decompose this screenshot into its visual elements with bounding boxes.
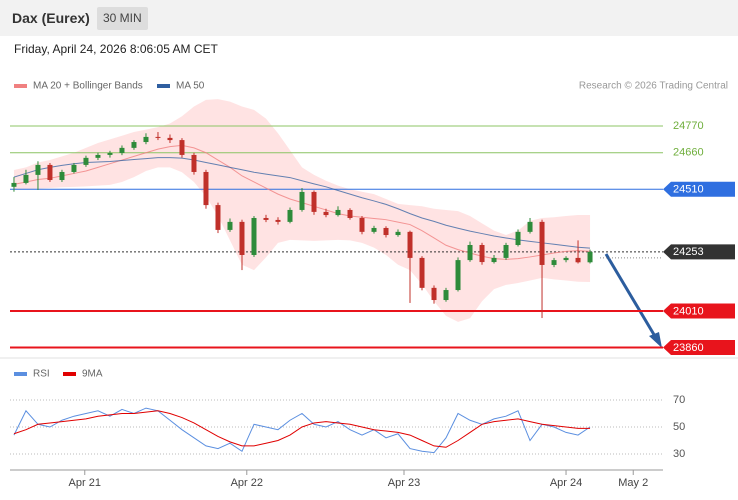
copyright: Research © 2026 Trading Central: [579, 81, 728, 92]
candle-body: [263, 217, 269, 220]
level-label: 24770: [673, 120, 704, 132]
forecast-arrowhead: [649, 332, 662, 348]
candle-body: [371, 227, 377, 232]
x-tick-label: Apr 23: [388, 477, 420, 489]
level-label: 24010: [673, 305, 704, 317]
x-tick-label: May 2: [618, 477, 648, 489]
candle-body: [143, 136, 149, 143]
candle-body: [443, 290, 449, 301]
candle-body: [95, 154, 101, 158]
x-tick-label: Apr 22: [231, 477, 263, 489]
legend-label: MA 20 + Bollinger Bands: [33, 81, 143, 92]
candle-body: [191, 154, 197, 172]
rsi-line: [13, 407, 591, 454]
candle-body: [107, 152, 113, 155]
level-label: 24253: [673, 246, 704, 258]
forecast-arrow: [604, 253, 658, 339]
candle-body: [299, 191, 305, 210]
candle-body: [515, 231, 521, 246]
legend-label: RSI: [33, 369, 50, 380]
candle-body: [215, 205, 221, 230]
candle-body: [287, 209, 293, 222]
instrument-title: Dax (Eurex): [12, 10, 90, 26]
y-tick-label: 50: [673, 421, 685, 433]
level-tag: [663, 181, 735, 197]
candle-body: [23, 174, 29, 183]
candle-body: [479, 245, 485, 263]
candle-body: [83, 157, 89, 165]
candle-body: [407, 231, 413, 258]
candle-body: [467, 245, 473, 261]
candle-body: [35, 164, 41, 175]
legend-label: 9MA: [82, 369, 103, 380]
rsi-line: [13, 410, 591, 448]
candle-body: [251, 217, 257, 255]
candle-body: [335, 209, 341, 216]
legend-swatch: [14, 84, 27, 88]
candle-body: [575, 257, 581, 263]
x-tick-label: Apr 24: [550, 477, 582, 489]
level-label: 23860: [673, 342, 704, 354]
candle-body: [11, 182, 17, 187]
level-label: 24510: [673, 184, 704, 196]
legend-label: MA 50: [176, 81, 205, 92]
candle-body: [119, 147, 125, 153]
level-tag: [663, 303, 735, 319]
candle-body: [347, 209, 353, 218]
candle-body: [503, 245, 509, 258]
x-tick-label: Apr 21: [69, 477, 101, 489]
level-tag: [663, 244, 735, 260]
level-label: 24660: [673, 147, 704, 159]
candle-body: [71, 164, 77, 172]
candle-body: [455, 260, 461, 291]
interval-badge[interactable]: 30 MIN: [97, 7, 148, 30]
ma-line: [13, 157, 591, 249]
level-tag: [663, 339, 735, 355]
candle-body: [563, 257, 569, 261]
candle-body: [203, 171, 209, 206]
candle-body: [431, 287, 437, 301]
candle-body: [539, 221, 545, 265]
candle-body: [59, 171, 65, 181]
y-tick-label: 70: [673, 394, 685, 406]
y-tick-label: 30: [673, 448, 685, 460]
legend-swatch: [14, 372, 27, 376]
candle-body: [419, 257, 425, 288]
timestamp: Friday, April 24, 2026 8:06:05 AM CET: [14, 42, 218, 56]
candle-body: [155, 136, 161, 138]
candle-body: [227, 221, 233, 230]
candle-body: [239, 221, 245, 255]
candle-body: [311, 191, 317, 212]
candle-body: [383, 227, 389, 236]
candle-body: [491, 257, 497, 263]
legend-swatch: [63, 372, 76, 376]
legend-swatch: [157, 84, 170, 88]
candle-body: [359, 217, 365, 232]
candle-body: [179, 140, 185, 155]
candle-body: [587, 251, 593, 263]
candle-body: [395, 231, 401, 236]
candle-body: [527, 221, 533, 232]
header-bar: Dax (Eurex) 30 MIN: [0, 0, 738, 36]
candle-body: [551, 260, 557, 265]
candle-body: [167, 137, 173, 141]
candle-body: [131, 142, 137, 148]
candle-body: [47, 164, 53, 181]
candle-body: [323, 211, 329, 216]
candle-body: [275, 219, 281, 222]
